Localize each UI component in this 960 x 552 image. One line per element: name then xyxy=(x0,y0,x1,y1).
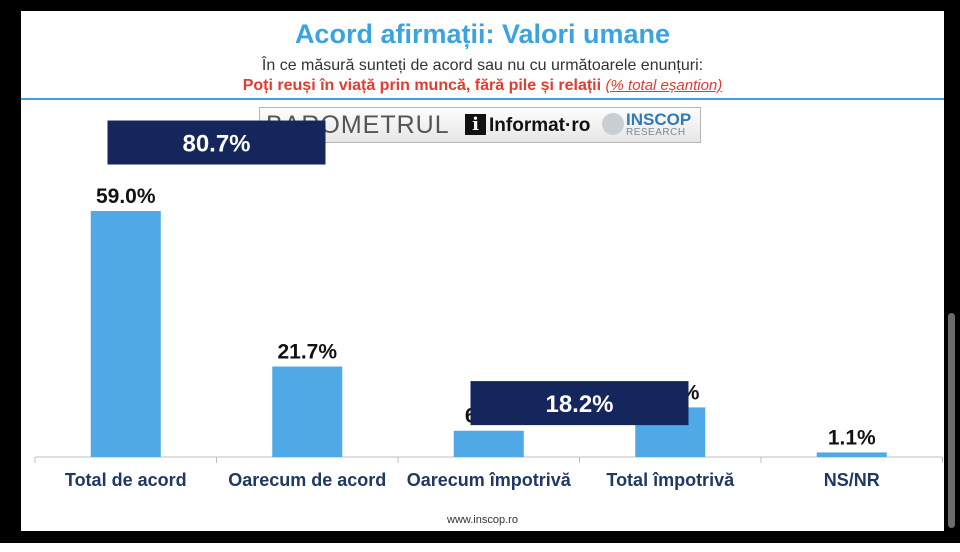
bar xyxy=(453,430,524,457)
informat-logo-text: Informat·ro xyxy=(489,115,591,136)
x-tick-label: Total împotrivă xyxy=(606,470,735,490)
x-tick-label: Total de acord xyxy=(65,470,187,490)
x-tick-label: Oarecum de acord xyxy=(228,470,386,490)
inscop-logo-text: INSCOP xyxy=(626,110,692,129)
bar-value-label: 59.0% xyxy=(96,185,156,208)
bar-value-label: 1.1% xyxy=(828,426,876,449)
footer-url: www.inscop.ro xyxy=(447,514,518,526)
sample-note: (% total eșantion) xyxy=(605,77,723,94)
informat-i-icon: i xyxy=(465,114,486,135)
statement-text: Poți reuși în viață prin muncă, fără pil… xyxy=(242,77,602,94)
slide: Acord afirmații: Valori umane În ce măsu… xyxy=(21,11,944,531)
inscop-circle-icon xyxy=(602,113,624,135)
x-tick-label: Oarecum împotrivă xyxy=(407,470,572,490)
bar-value-label: 21.7% xyxy=(277,341,337,364)
bar-chart: 59.0% Total de acord 21.7% Oarecum de acord… xyxy=(34,120,943,490)
bar xyxy=(272,366,343,457)
x-tick-label: NS/NR xyxy=(824,470,880,490)
research-logo-text: RESEARCH xyxy=(626,127,686,138)
scrollbar-thumb[interactable] xyxy=(948,313,955,528)
header-divider xyxy=(21,98,944,100)
group-total-box xyxy=(470,381,689,426)
survey-statement: Poți reuși în viață prin muncă, fără pil… xyxy=(21,77,944,95)
group-total-label: 18.2% xyxy=(545,391,613,418)
chart-subtitle: În ce măsură sunteți de acord sau nu cu … xyxy=(261,57,704,74)
bar xyxy=(90,211,161,457)
chart-title: Acord afirmații: Valori umane xyxy=(294,19,671,49)
bar xyxy=(816,452,887,457)
group-total-label: 80.7% xyxy=(182,131,250,158)
barometer-logo-banner: BAROMETRUL i Informat·ro INSCOP RESEARCH xyxy=(259,107,701,143)
next-page-edge xyxy=(0,543,960,552)
group-total-box xyxy=(107,120,326,165)
